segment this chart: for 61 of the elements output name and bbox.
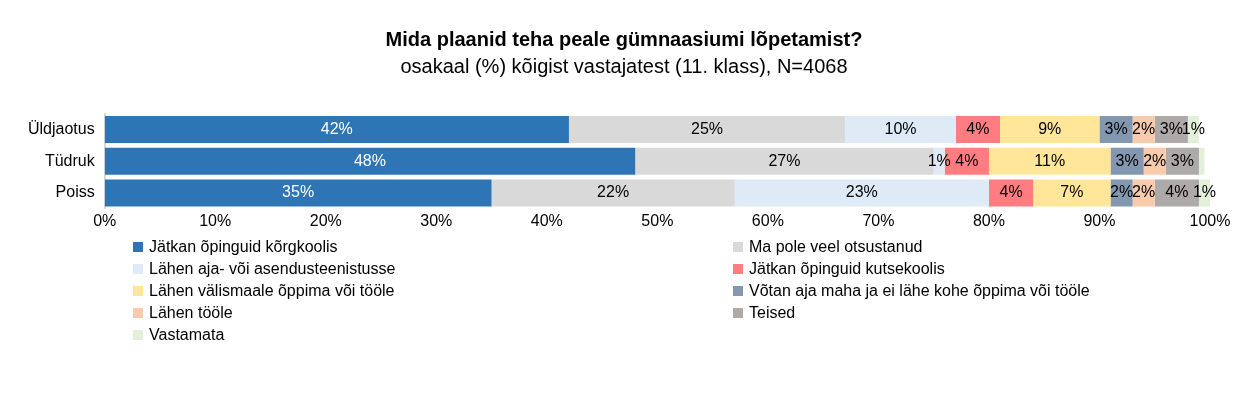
x-tick-label: 30% bbox=[420, 211, 453, 229]
bar bbox=[988, 147, 1111, 175]
bar bbox=[568, 115, 846, 143]
x-tick-label: 40% bbox=[530, 211, 563, 229]
bar bbox=[104, 147, 636, 175]
x-tick-label: 0% bbox=[93, 211, 117, 229]
chart-title: Mida plaanid teha peale gümnaasiumi lõpetamist? bbox=[384, 28, 864, 51]
x-tick-label: 100% bbox=[1189, 211, 1231, 229]
x-tick-label: 90% bbox=[1083, 211, 1116, 229]
y-tick-label: Tüdruk bbox=[44, 151, 96, 169]
data-label: 4% bbox=[1165, 183, 1189, 201]
data-label: 1% bbox=[1192, 183, 1217, 201]
x-tick-label: 20% bbox=[309, 211, 342, 229]
data-label: 42% bbox=[320, 119, 353, 137]
bar bbox=[104, 115, 569, 143]
x-tick-label: 10% bbox=[199, 211, 232, 229]
data-label: 1% bbox=[927, 151, 951, 169]
data-label: 23% bbox=[845, 183, 878, 201]
legend-label: Lähen välismaale õppima või tööle bbox=[149, 282, 395, 300]
bar bbox=[104, 179, 492, 207]
data-label: 4% bbox=[999, 183, 1023, 201]
bar bbox=[734, 179, 989, 207]
legend-label: Jätkan õpinguid kutsekoolis bbox=[749, 260, 945, 278]
legend-label: Võtan aja maha ja ei lähe kohe õppima või tööle bbox=[749, 282, 1090, 300]
data-label: 3% bbox=[1104, 119, 1128, 137]
bar bbox=[491, 179, 735, 207]
data-label: 35% bbox=[282, 183, 315, 201]
data-label: 2% bbox=[1132, 119, 1156, 137]
x-tick-label: 50% bbox=[641, 211, 674, 229]
data-label: 48% bbox=[353, 151, 386, 169]
data-label: 27% bbox=[768, 151, 801, 169]
legend-label: Vastamata bbox=[149, 326, 225, 344]
legend-label: Lähen aja- või asendusteenistusse bbox=[149, 260, 396, 278]
legend-label: Teised bbox=[749, 304, 796, 322]
data-label: 3% bbox=[1159, 119, 1183, 137]
data-label: 4% bbox=[955, 151, 979, 169]
data-label: 2% bbox=[1143, 151, 1167, 169]
data-label: 4% bbox=[966, 119, 990, 137]
bar bbox=[845, 115, 956, 143]
chart-subtitle: osakaal (%) kõigist vastajatest (11. klass), N=4068 bbox=[399, 55, 849, 78]
x-tick-label: 60% bbox=[751, 211, 784, 229]
data-label: 3% bbox=[1170, 151, 1194, 169]
y-tick-label: Poiss bbox=[55, 183, 95, 201]
bar bbox=[1033, 179, 1111, 207]
data-label: 25% bbox=[691, 119, 724, 137]
x-tick-label: 70% bbox=[862, 211, 895, 229]
y-tick-label: Üldjaotus bbox=[28, 119, 95, 137]
data-label: 7% bbox=[1060, 183, 1084, 201]
data-label: 2% bbox=[1132, 183, 1156, 201]
legend-label: Lähen tööle bbox=[149, 304, 233, 322]
x-tick-label: 80% bbox=[972, 211, 1005, 229]
bar bbox=[1198, 147, 1205, 175]
data-label: 11% bbox=[1034, 151, 1066, 169]
data-label: 22% bbox=[597, 183, 630, 201]
data-label: 10% bbox=[884, 119, 917, 137]
legend-label: Jätkan õpinguid kõrgkoolis bbox=[149, 238, 338, 256]
data-label: 2% bbox=[1110, 183, 1134, 201]
data-label: 9% bbox=[1038, 119, 1062, 137]
bar bbox=[999, 115, 1100, 143]
legend-label: Ma pole veel otsustanud bbox=[749, 238, 923, 256]
data-label: 3% bbox=[1115, 151, 1139, 169]
